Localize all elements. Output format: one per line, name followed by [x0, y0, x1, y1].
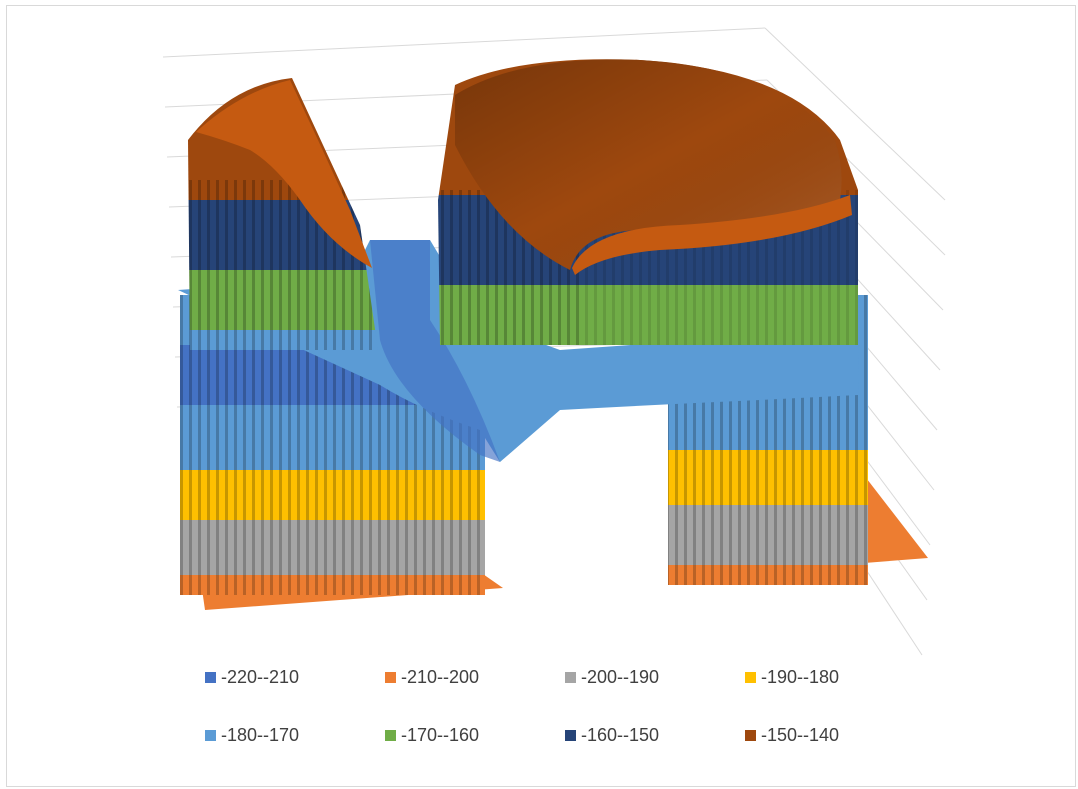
legend-swatch — [205, 671, 216, 683]
tower-left-top — [196, 80, 372, 268]
legend: -220--210 -210--200 -200--190 -190--180 … — [205, 648, 925, 764]
legend-row-2: -180--170 -170--160 -160--150 -150--140 — [205, 706, 925, 764]
legend-item: -190--180 — [745, 667, 925, 688]
legend-item: -210--200 — [385, 667, 565, 688]
legend-item: -170--160 — [385, 725, 565, 746]
legend-label: -200--190 — [581, 666, 660, 687]
legend-item: -200--190 — [565, 667, 745, 688]
legend-item: -150--140 — [745, 725, 925, 746]
legend-row-1: -220--210 -210--200 -200--190 -190--180 — [205, 648, 925, 706]
ring-shadow — [370, 240, 500, 462]
legend-swatch — [745, 729, 756, 741]
legend-item: -180--170 — [205, 725, 385, 746]
legend-label: -180--170 — [221, 724, 300, 745]
legend-swatch — [745, 671, 756, 683]
legend-swatch — [205, 729, 216, 741]
legend-label: -190--180 — [761, 666, 840, 687]
tower-right-top-shade — [455, 59, 842, 270]
legend-swatch — [385, 671, 396, 683]
legend-label: -160--150 — [581, 724, 660, 745]
legend-swatch — [565, 671, 576, 683]
legend-item: -160--150 — [565, 725, 745, 746]
legend-swatch — [385, 729, 396, 741]
legend-label: -220--210 — [221, 666, 300, 687]
tower-right-top-rim — [572, 195, 852, 275]
legend-item: -220--210 — [205, 667, 385, 688]
legend-label: -170--160 — [401, 724, 480, 745]
legend-swatch — [565, 729, 576, 741]
legend-label: -210--200 — [401, 666, 480, 687]
legend-label: -150--140 — [761, 724, 840, 745]
